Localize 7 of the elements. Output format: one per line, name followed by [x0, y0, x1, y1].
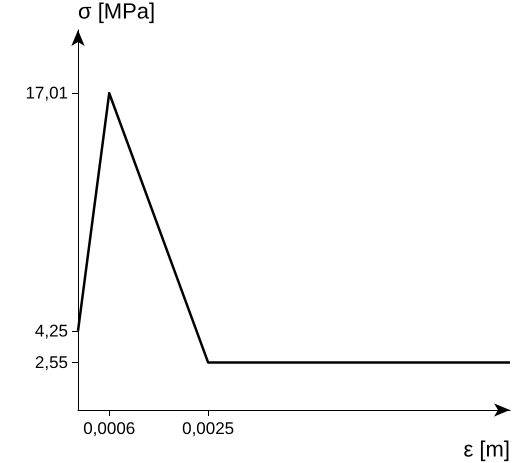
x-tick-label: 0,0006	[83, 419, 136, 438]
x-tick-label: 0,0025	[182, 419, 234, 438]
y-tick-label: 4,25	[34, 321, 68, 340]
x-axis-title: ε [m]	[464, 436, 510, 462]
y-tick-label: 17,01	[25, 84, 68, 103]
y-axis-title: σ [MPa]	[78, 0, 156, 24]
y-tick-label: 2,55	[34, 353, 68, 372]
